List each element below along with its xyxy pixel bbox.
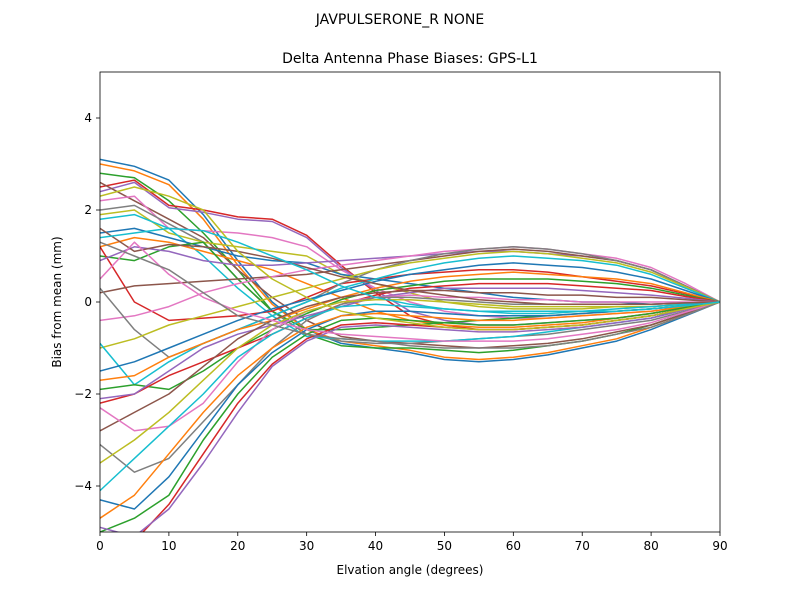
x-axis-label: Elvation angle (degrees) <box>337 563 484 577</box>
series-line-38 <box>100 241 720 349</box>
x-tick-label: 20 <box>230 539 245 553</box>
x-axis: 0 10 20 30 40 50 60 70 80 90 <box>96 532 728 553</box>
x-tick-label: 70 <box>575 539 590 553</box>
series-line-25 <box>100 287 720 400</box>
x-tick-label: 0 <box>96 539 104 553</box>
y-tick-label: −2 <box>74 387 92 401</box>
series-layer <box>100 158 720 532</box>
series-line-36 <box>100 227 720 306</box>
series-line-22 <box>100 271 720 381</box>
series-line-35 <box>100 301 720 532</box>
series-line-32 <box>100 301 720 519</box>
y-tick-label: 2 <box>84 203 92 217</box>
series-line-29 <box>100 298 720 464</box>
series-line-39 <box>100 186 720 331</box>
series-line-27 <box>100 294 720 432</box>
x-tick-label: 50 <box>437 539 452 553</box>
series-line-40 <box>100 227 720 315</box>
chart-title: Delta Antenna Phase Biases: GPS-L1 <box>282 51 538 67</box>
series-line-19 <box>100 250 720 349</box>
series-line-37 <box>100 241 720 342</box>
x-tick-label: 30 <box>299 539 314 553</box>
series-line-1 <box>100 158 720 363</box>
series-line-23 <box>100 278 720 391</box>
x-tick-label: 60 <box>506 539 521 553</box>
y-tick-label: 0 <box>84 295 92 309</box>
series-line-30 <box>100 301 720 492</box>
x-tick-label: 90 <box>712 539 727 553</box>
series-line-33 <box>100 301 720 532</box>
series-line-2 <box>100 163 720 361</box>
chart-suptitle: JAVPULSERONE_R NONE <box>315 12 484 28</box>
y-tick-label: 4 <box>84 111 92 125</box>
y-axis: −4 −2 0 2 4 <box>74 111 100 493</box>
x-tick-label: 40 <box>368 539 383 553</box>
series-line-21 <box>100 262 720 372</box>
x-tick-label: 80 <box>643 539 658 553</box>
y-axis-label: Bias from mean (mm) <box>50 236 64 367</box>
x-tick-label: 10 <box>161 539 176 553</box>
series-line-24 <box>100 282 720 404</box>
y-tick-label: −4 <box>74 479 92 493</box>
